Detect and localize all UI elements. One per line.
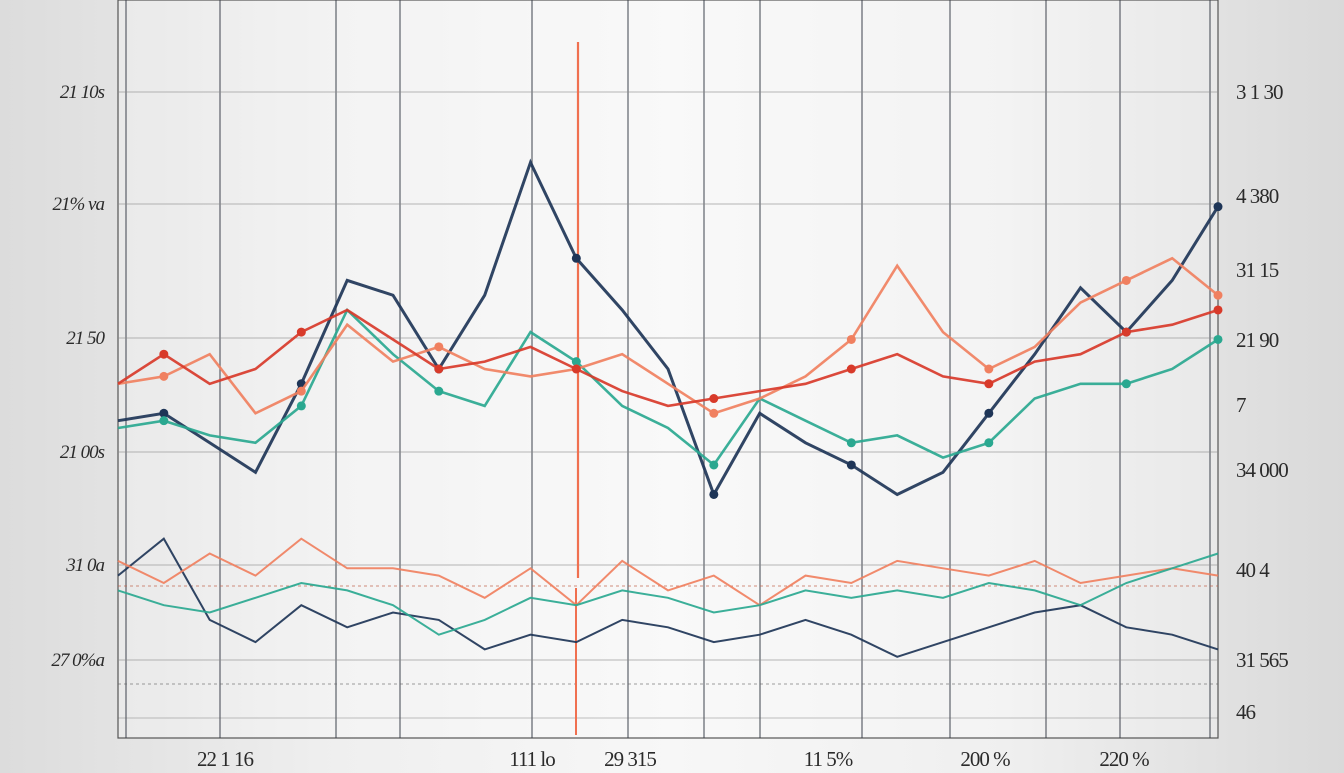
x-tick-label: 29 315 — [604, 747, 656, 768]
y-tick-label-right: 34 000 — [1236, 458, 1288, 482]
data-point — [159, 371, 169, 381]
data-point — [709, 394, 719, 404]
data-point — [846, 438, 856, 448]
y-tick-label-right: 21 90 — [1236, 328, 1279, 352]
data-point — [296, 327, 306, 337]
series-line — [117, 537, 1219, 658]
series-line — [117, 537, 1219, 607]
data-point — [984, 408, 994, 418]
data-point — [571, 253, 581, 263]
data-point — [846, 364, 856, 374]
data-point — [571, 357, 581, 367]
data-point — [571, 364, 581, 374]
series-line — [117, 552, 1219, 636]
data-point — [434, 342, 444, 352]
data-point — [296, 386, 306, 396]
x-tick-label: 220 % — [1099, 747, 1149, 768]
data-point — [296, 401, 306, 411]
data-point — [984, 364, 994, 374]
x-tick-label: 200 % — [960, 747, 1010, 768]
data-point — [709, 460, 719, 470]
y-tick-label-right: 31 15 — [1236, 258, 1279, 282]
x-tick-label: 11 5% — [804, 747, 853, 768]
y-tick-label-left: 21 00s — [60, 442, 105, 463]
y-tick-label-left: 21% va — [52, 194, 104, 215]
data-point — [1213, 290, 1223, 300]
y-tick-label-right: 7 — [1236, 393, 1246, 417]
data-point — [1121, 327, 1131, 337]
data-point — [1121, 379, 1131, 389]
data-point — [434, 386, 444, 396]
data-point — [159, 408, 169, 418]
y-tick-label-right: 40 4 — [1236, 558, 1270, 582]
y-tick-label-left: 31 0a — [65, 555, 104, 576]
y-tick-label-right: 3 1 30 — [1236, 80, 1283, 104]
y-tick-label-right: 31 565 — [1236, 648, 1288, 672]
y-tick-label-right: 46 — [1236, 700, 1256, 724]
data-point — [159, 349, 169, 359]
data-point — [846, 460, 856, 470]
data-point — [1213, 202, 1223, 212]
data-point — [984, 438, 994, 448]
x-tick-label: 22 1 16 — [197, 747, 254, 768]
data-point — [159, 416, 169, 426]
x-tick-label: 111 lo — [509, 747, 555, 768]
data-point — [709, 408, 719, 418]
data-point — [846, 334, 856, 344]
data-point — [984, 379, 994, 389]
y-tick-label-left: 21 50 — [66, 328, 105, 349]
data-point — [1213, 334, 1223, 344]
data-point — [709, 489, 719, 499]
y-tick-label-left: 21 10s — [60, 82, 105, 103]
y-tick-label-right: 4 380 — [1236, 184, 1279, 208]
data-point — [434, 364, 444, 374]
data-point — [1213, 305, 1223, 315]
y-tick-label-left: 27 0%a — [51, 650, 104, 671]
data-point — [1121, 275, 1131, 285]
